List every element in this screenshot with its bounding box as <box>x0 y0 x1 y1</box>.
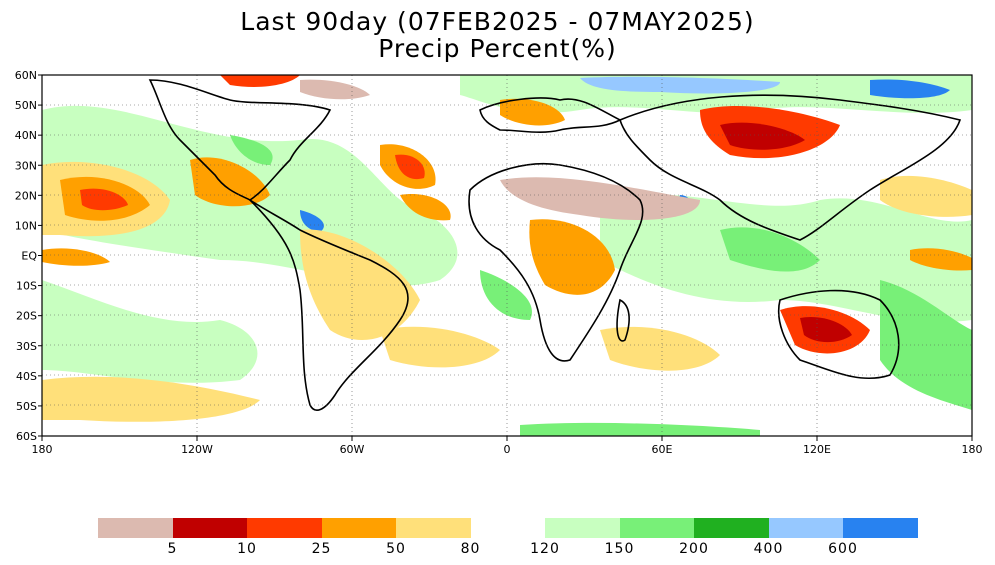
colorbar-swatch-high <box>545 518 620 538</box>
latitude-tick-label: 30N <box>15 159 37 172</box>
colorbar-label: 50 <box>386 541 406 557</box>
colorbar-label: 120 <box>530 541 560 557</box>
precip-percent-map: 60N 50N 40N 30N 20N 10N EQ 10S 20S 30S 40S 50S 60S 1… <box>15 69 983 456</box>
longitude-tick-label: 120E <box>803 443 831 456</box>
latitude-tick-label: 40N <box>15 129 37 142</box>
longitude-axis: 180 120W 60W 0 60E 120E 180 <box>32 436 983 456</box>
latitude-tick-label: 20S <box>16 310 37 323</box>
colorbar-label: 25 <box>311 541 332 557</box>
colorbar-label: 80 <box>460 541 481 557</box>
colorbar-swatch-low <box>98 518 173 538</box>
colorbar-swatch-low <box>396 518 471 538</box>
colorbar-swatch-low <box>172 518 247 538</box>
latitude-tick-label: 40S <box>16 370 37 383</box>
colorbar-swatch-low <box>321 518 396 538</box>
longitude-tick-label: 0 <box>504 443 511 456</box>
colorbar-swatch-high <box>694 518 769 538</box>
colorbar-label: 600 <box>828 541 858 557</box>
colorbar-label: 200 <box>679 541 709 557</box>
longitude-tick-label: 180 <box>32 443 53 456</box>
colorbar-swatch-high <box>768 518 843 538</box>
colorbar-swatch-low <box>247 518 322 538</box>
map-title-line-2: Precip Percent(%) <box>378 34 617 63</box>
colorbar-label: 10 <box>237 541 257 557</box>
latitude-tick-label: 50S <box>16 400 37 413</box>
latitude-tick-label: 10S <box>16 280 37 293</box>
colorbar-swatch-high <box>619 518 694 538</box>
map-gridlines <box>42 75 972 436</box>
latitude-tick-label: 60N <box>15 69 37 82</box>
latitude-axis: 60N 50N 40N 30N 20N 10N EQ 10S 20S 30S 40S 50S 60S <box>15 69 42 443</box>
map-title-line-1: Last 90day (07FEB2025 - 07MAY2025) <box>240 7 755 36</box>
colorbar-label: 150 <box>604 541 635 557</box>
precip-anomaly-field <box>42 75 972 436</box>
colorbar-label: 400 <box>753 541 784 557</box>
latitude-tick-label: 10N <box>15 219 37 232</box>
longitude-tick-label: 60E <box>652 443 673 456</box>
latitude-tick-label: 50N <box>15 99 37 112</box>
latitude-tick-label: 20N <box>15 189 37 202</box>
latitude-tick-label: EQ <box>21 250 37 263</box>
longitude-tick-label: 180 <box>962 443 983 456</box>
colorbar-swatch-high <box>843 518 918 538</box>
colorbar-label: 5 <box>167 541 178 557</box>
latitude-tick-label: 60S <box>16 430 37 443</box>
latitude-tick-label: 30S <box>16 340 37 353</box>
longitude-tick-label: 60W <box>340 443 365 456</box>
longitude-tick-label: 120W <box>181 443 213 456</box>
